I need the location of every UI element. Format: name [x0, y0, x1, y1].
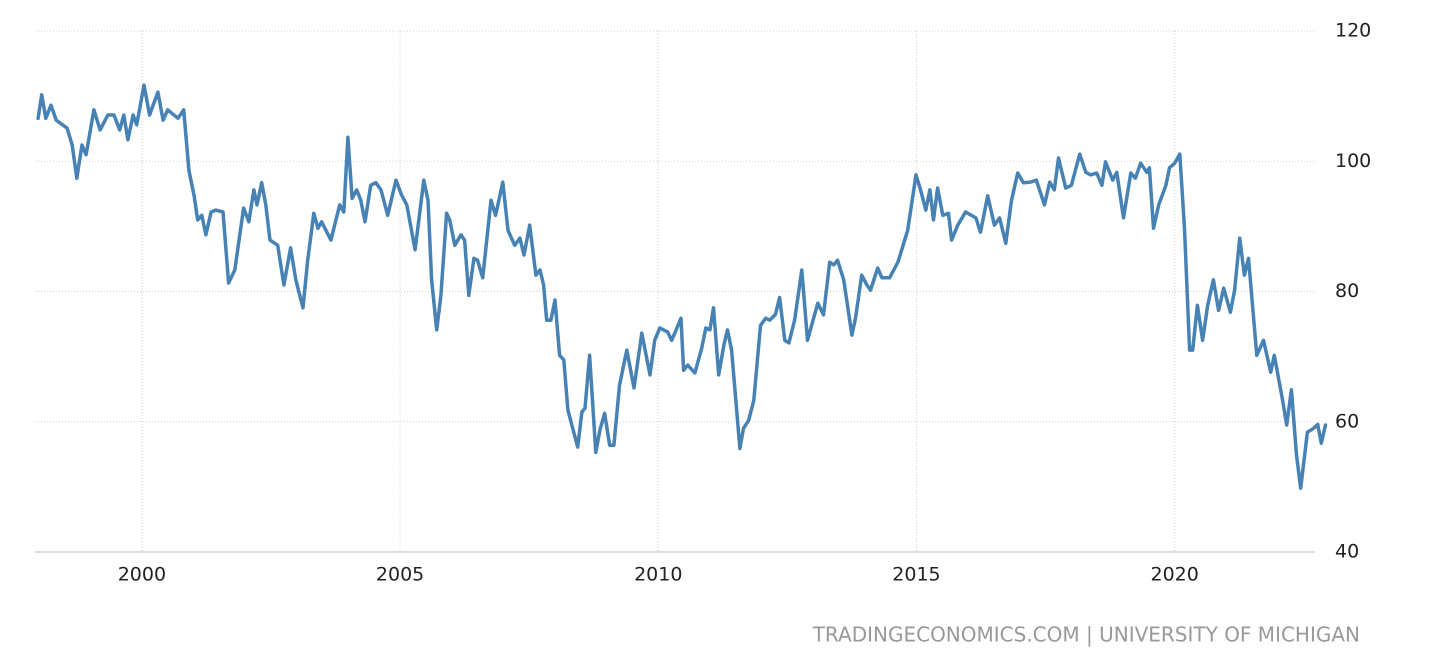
x-tick-label: 2015: [892, 564, 940, 586]
y-tick-label: 80: [1335, 280, 1359, 302]
y-tick-label: 40: [1335, 541, 1359, 563]
y-tick-label: 120: [1335, 20, 1371, 42]
x-tick-label: 2000: [118, 564, 166, 586]
x-tick-label: 2020: [1150, 564, 1198, 586]
y-tick-label: 100: [1335, 150, 1371, 172]
source-note: TRADINGECONOMICS.COM | UNIVERSITY OF MIC…: [812, 623, 1360, 647]
data-line: [36, 83, 1328, 490]
y-tick-label: 60: [1335, 410, 1359, 432]
x-tick-label: 2005: [376, 564, 424, 586]
x-tick-label: 2010: [634, 564, 682, 586]
